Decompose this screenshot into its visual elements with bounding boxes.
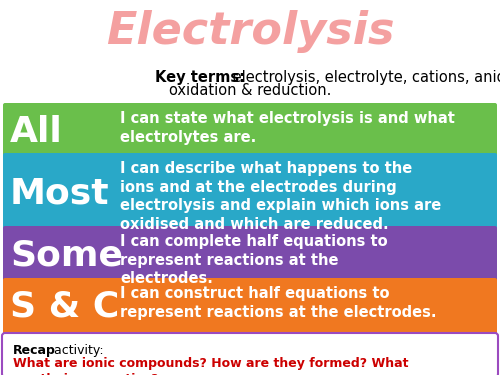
Text: activity:: activity:: [50, 344, 104, 357]
Text: What are ionic compounds? How are they formed? What
are their properties?: What are ionic compounds? How are they f…: [13, 357, 408, 375]
Text: I can construct half equations to
represent reactions at the electrodes.: I can construct half equations to repres…: [120, 286, 436, 320]
Text: electrolysis, electrolyte, cations, anions,: electrolysis, electrolyte, cations, anio…: [228, 70, 500, 85]
FancyBboxPatch shape: [3, 153, 497, 234]
Text: oxidation & reduction.: oxidation & reduction.: [169, 83, 331, 98]
Text: I can state what electrolysis is and what
electrolytes are.: I can state what electrolysis is and wha…: [120, 111, 455, 145]
FancyBboxPatch shape: [3, 278, 497, 335]
Text: Recap: Recap: [13, 344, 56, 357]
Text: I can complete half equations to
represent reactions at the
electrodes.: I can complete half equations to represe…: [120, 234, 388, 286]
Text: Key terms:: Key terms:: [155, 70, 245, 85]
Text: I can describe what happens to the
ions and at the electrodes during
electrolysi: I can describe what happens to the ions …: [120, 161, 442, 232]
FancyBboxPatch shape: [3, 226, 497, 285]
FancyBboxPatch shape: [2, 333, 498, 375]
FancyBboxPatch shape: [3, 103, 497, 160]
Text: All: All: [10, 114, 63, 148]
Text: Some: Some: [10, 238, 123, 273]
Text: Most: Most: [10, 177, 110, 210]
Text: S & C: S & C: [10, 290, 120, 324]
Text: Electrolysis: Electrolysis: [106, 10, 394, 53]
